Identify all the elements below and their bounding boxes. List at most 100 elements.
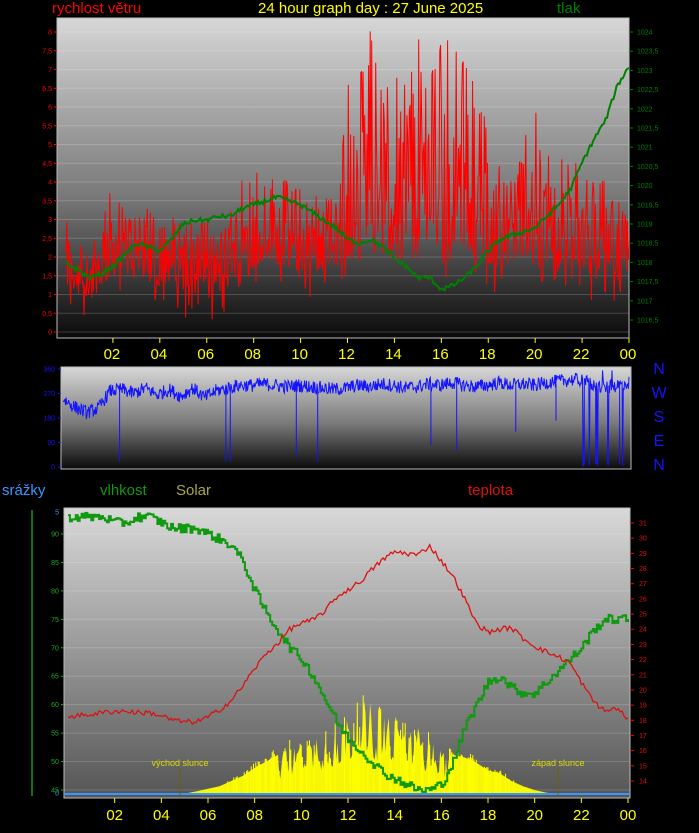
temperature-tick-label: 26 (639, 596, 647, 603)
pressure-tick-label: 1021 (637, 145, 653, 152)
temperature-tick-label: 20 (639, 687, 647, 694)
wind-tick-label: 2 (48, 255, 52, 262)
wind-tick-label: 5,5 (42, 123, 52, 130)
pressure-tick-label: 1019,5 (637, 202, 659, 209)
temperature-tick-label: 24 (639, 627, 647, 634)
x-tick-label: 08 (244, 346, 261, 363)
x-tick-label: 22 (573, 807, 590, 824)
humidity-tick-label: 45 (51, 788, 59, 795)
wind-tick-label: 5 (48, 142, 52, 149)
temperature-tick-label: 14 (639, 779, 647, 786)
rain-label: srážky (2, 482, 46, 499)
wind-tick-label: 7,5 (42, 48, 52, 55)
wind-pressure-panel: 0 0,5 1 1,5 2 2,5 3 3,5 4 4,5 5 5,5 6 6,5 7 7,5 8 1016,5… (42, 17, 659, 363)
compass-label: S (654, 409, 665, 426)
x-tick-label: 16 (433, 807, 450, 824)
temperature-tick-label: 21 (639, 672, 647, 679)
x-tick-label: 04 (153, 807, 170, 824)
temperature-tick-label: 29 (639, 551, 647, 558)
temperature-tick-label: 23 (639, 642, 647, 649)
wind-pressure-x-axis-ticks: 02 04 06 08 10 12 14 16 18 20 22 00 (104, 338, 636, 363)
x-tick-label: 02 (106, 807, 123, 824)
compass-label: N (653, 361, 665, 378)
temperature-series-line (67, 543, 629, 726)
humidity-y-axis-ticks: 45 50 55 60 65 70 75 80 85 90 (51, 532, 64, 795)
pressure-tick-label: 1018 (637, 260, 653, 267)
temperature-tick-label: 19 (639, 703, 647, 710)
x-tick-label: 12 (338, 346, 355, 363)
pressure-tick-label: 1022 (637, 106, 653, 113)
wind-direction-series-line (62, 370, 630, 467)
x-tick-label: 10 (291, 346, 308, 363)
wind-tick-label: 0 (48, 330, 52, 337)
temperature-tick-label: 18 (639, 718, 647, 725)
pressure-tick-label: 1021,5 (637, 126, 659, 133)
sun-annotation-label: západ slunce (531, 758, 584, 768)
pressure-y-axis-ticks: 1016,5 1017 1017,5 1018 1018,5 1019 1019,5 1020… (629, 30, 659, 325)
pressure-tick-label: 1017,5 (637, 279, 659, 286)
humidity-tick-label: 60 (51, 702, 59, 709)
pressure-label: tlak (557, 0, 581, 17)
wind-tick-label: 3,5 (42, 198, 52, 205)
x-tick-label: 22 (573, 346, 590, 363)
wind-tick-label: 8 (48, 30, 52, 37)
wind-tick-label: 2,5 (42, 236, 52, 243)
humidity-tick-label: 55 (51, 731, 59, 738)
temperature-tick-label: 27 (639, 581, 647, 588)
humidity-temp-x-axis-ticks: 02 04 06 08 10 12 14 16 18 20 22 00 (106, 798, 636, 824)
humidity-tick-label: 90 (51, 532, 59, 539)
direction-tick-label: 0 (51, 465, 55, 472)
x-tick-label: 14 (385, 346, 402, 363)
wind-tick-label: 7 (48, 67, 52, 74)
x-tick-label: 00 (620, 807, 637, 824)
wind-y-axis-ticks: 0 0,5 1 1,5 2 2,5 3 3,5 4 4,5 5 5,5 6 6,5 7 7,5 8 (42, 30, 57, 337)
pressure-tick-label: 1024 (637, 30, 653, 37)
temperature-tick-label: 22 (639, 657, 647, 664)
direction-tick-label: 90 (47, 440, 55, 447)
humidity-tick-label: 75 (51, 617, 59, 624)
x-tick-label: 20 (526, 807, 543, 824)
x-tick-label: 12 (340, 807, 357, 824)
wind-tick-label: 0,5 (42, 311, 52, 318)
temperature-tick-label: 25 (639, 612, 647, 619)
humidity-label: vlhkost (100, 482, 147, 499)
chart-title: 24 hour graph day : 27 June 2025 (258, 0, 484, 17)
x-tick-label: 06 (197, 346, 214, 363)
temperature-tick-label: 31 (639, 521, 647, 528)
temperature-label: teplota (468, 482, 514, 499)
pressure-tick-label: 1016,5 (637, 318, 659, 325)
direction-tick-label: 180 (43, 416, 55, 423)
wind-tick-label: 4,5 (42, 161, 52, 168)
wind-tick-label: 1,5 (42, 273, 52, 280)
x-tick-label: 04 (150, 346, 167, 363)
humidity-tick-label: 85 (51, 560, 59, 567)
rain-tick-label: 5 (55, 510, 59, 517)
compass-label: W (651, 385, 667, 402)
wind-tick-label: 6 (48, 105, 52, 112)
x-tick-label: 02 (104, 346, 121, 363)
pressure-tick-label: 1020,5 (637, 164, 659, 171)
x-tick-label: 20 (526, 346, 543, 363)
pressure-tick-label: 1023 (637, 68, 653, 75)
x-tick-label: 10 (293, 807, 310, 824)
humidity-tick-label: 65 (51, 674, 59, 681)
pressure-tick-label: 1019 (637, 222, 653, 229)
humidity-tick-label: 70 (51, 645, 59, 652)
direction-tick-label: 360 (43, 367, 55, 374)
sun-annotations: východ slunce západ slunce (151, 758, 585, 795)
pressure-tick-label: 1023,5 (637, 49, 659, 56)
temperature-tick-label: 15 (639, 763, 647, 770)
temperature-tick-label: 17 (639, 733, 647, 740)
pressure-tick-label: 1017 (637, 298, 653, 305)
x-tick-label: 18 (479, 346, 496, 363)
x-tick-label: 16 (432, 346, 449, 363)
x-tick-label: 06 (200, 807, 217, 824)
wind-speed-label: rychlost větru (52, 0, 142, 17)
pressure-tick-label: 1018,5 (637, 241, 659, 248)
compass-label: N (653, 457, 665, 474)
rain-tick-label: 0 (55, 791, 59, 798)
